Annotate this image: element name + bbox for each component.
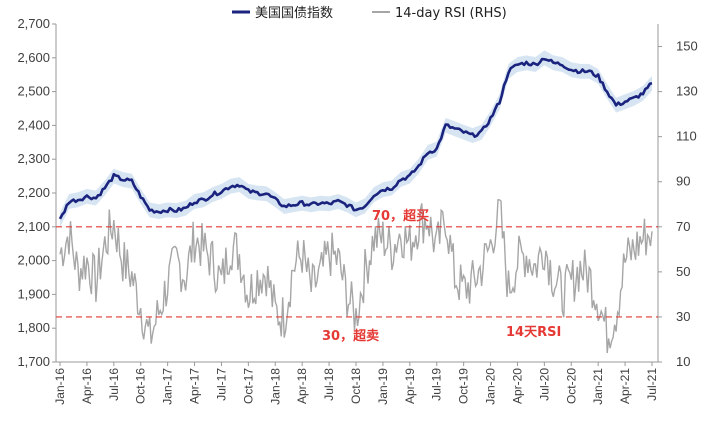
index-band xyxy=(60,50,652,228)
x-tick-label: Jan-19 xyxy=(376,368,390,405)
right-tick-label: 150 xyxy=(676,39,698,54)
x-tick-label: Jan-21 xyxy=(591,368,605,405)
rsi-annotation: 14天RSI xyxy=(506,325,561,340)
right-tick-label: 10 xyxy=(676,354,690,369)
x-tick-label: Jan-17 xyxy=(161,368,175,405)
right-tick-label: 110 xyxy=(676,129,697,144)
reference-lines xyxy=(56,226,658,318)
x-tick-label: Jul-18 xyxy=(322,368,336,401)
left-tick-label: 2,700 xyxy=(17,16,50,31)
left-tick-label: 2,000 xyxy=(17,253,50,268)
annotations: 70，超买 30，超卖 14天RSI xyxy=(322,208,561,344)
x-tick-label: Oct-17 xyxy=(241,368,255,404)
index-range-band xyxy=(60,50,652,228)
left-tick-label: 1,800 xyxy=(17,320,50,335)
rsi-line xyxy=(59,199,653,354)
right-tick-label: 130 xyxy=(676,84,698,99)
x-tick-label: Apr-20 xyxy=(510,368,524,404)
x-tick-label: Apr-17 xyxy=(188,368,202,404)
x-tick-label: Apr-16 xyxy=(80,368,94,404)
x-tick-label: Apr-19 xyxy=(403,368,417,404)
left-tick-label: 2,400 xyxy=(17,117,50,132)
right-axis: 10 30 50 70 90 110 130 150 xyxy=(657,24,698,369)
x-tick-label: Oct-16 xyxy=(134,368,148,404)
x-tick-label: Oct-20 xyxy=(564,368,578,404)
right-tick-label: 50 xyxy=(676,264,690,279)
x-tick-label: Oct-19 xyxy=(457,368,471,404)
legend-index-label: 美国国债指数 xyxy=(255,6,333,21)
x-tick-label: Apr-18 xyxy=(295,368,309,404)
x-tick-label: Jan-18 xyxy=(268,368,282,405)
legend-rsi-label: 14-day RSI (RHS) xyxy=(395,6,507,21)
x-tick-label: Jul-17 xyxy=(214,368,228,401)
left-axis: 1,700 1,800 1,900 2,000 2,100 2,200 2,300 2,400… xyxy=(17,16,57,369)
left-tick-label: 2,200 xyxy=(17,185,50,200)
rsi-series xyxy=(59,199,653,354)
oversold-label: 30，超卖 xyxy=(322,328,379,344)
x-tick-label: Oct-18 xyxy=(349,368,363,404)
left-tick-label: 1,700 xyxy=(17,354,50,369)
left-tick-label: 2,600 xyxy=(17,50,50,65)
index-series xyxy=(58,57,653,220)
right-tick-label: 70 xyxy=(676,219,690,234)
left-tick-label: 2,500 xyxy=(17,84,50,99)
right-tick-label: 90 xyxy=(676,174,690,189)
x-tick-label: Jul-19 xyxy=(430,368,444,401)
right-tick-label: 30 xyxy=(676,309,690,324)
legend: 美国国债指数 14-day RSI (RHS) xyxy=(232,6,507,21)
overbought-label: 70，超买 xyxy=(372,208,429,224)
left-tick-label: 2,100 xyxy=(17,219,50,234)
left-tick-label: 2,300 xyxy=(17,151,50,166)
x-tick-label: Jan-20 xyxy=(484,368,498,405)
x-tick-label: Apr-21 xyxy=(618,368,632,404)
x-tick-label: Jul-21 xyxy=(645,368,659,401)
x-tick-label: Jul-16 xyxy=(107,368,121,401)
index-line xyxy=(58,57,653,220)
x-axis: Jan-16 Apr-16 Jul-16 Oct-16 Jan-17 Apr-17 Jul-… xyxy=(53,361,659,405)
left-tick-label: 1,900 xyxy=(17,286,50,301)
x-tick-label: Jan-16 xyxy=(53,368,67,405)
x-tick-label: Jul-20 xyxy=(537,368,551,401)
